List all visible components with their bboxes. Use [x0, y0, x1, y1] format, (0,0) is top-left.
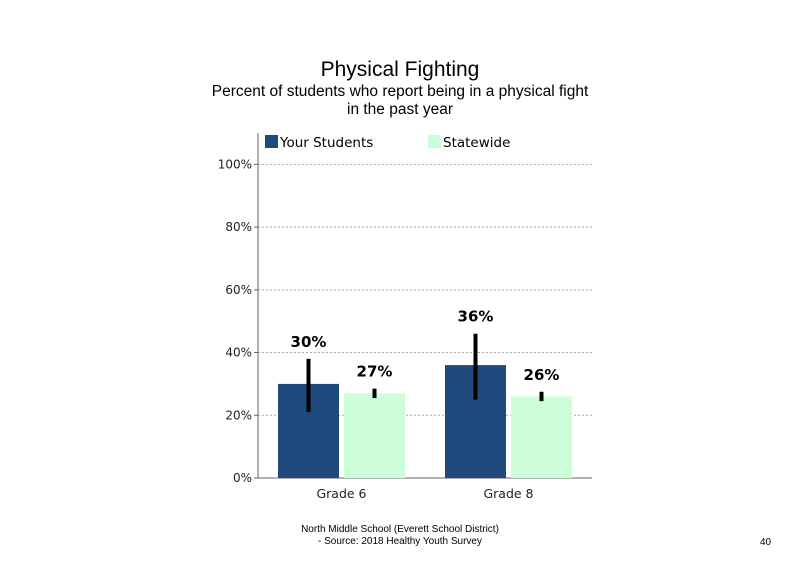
- footer-school: North Middle School (Everett School Dist…: [301, 524, 499, 535]
- data-label: 26%: [524, 366, 560, 384]
- y-tick-label: 40%: [225, 346, 252, 360]
- chart-subtitle: Percent of students who report being in …: [190, 83, 610, 119]
- page-number: 40: [760, 537, 772, 548]
- x-category-label: Grade 6: [316, 486, 366, 501]
- y-tick-label: 0%: [233, 471, 252, 485]
- legend-label: Your Students: [279, 135, 373, 151]
- bar: [511, 396, 572, 478]
- chart-title: Physical Fighting: [320, 58, 480, 81]
- y-tick-label: 20%: [225, 408, 252, 422]
- footer-source: North Middle School (Everett School Dist…: [0, 524, 800, 548]
- legend-swatch: [428, 135, 441, 148]
- legend-label: Statewide: [443, 135, 510, 151]
- subtitle-line-1: Percent of students who report being in …: [211, 83, 589, 100]
- y-tick-label: 80%: [225, 220, 252, 234]
- data-label: 30%: [291, 333, 327, 351]
- x-category-label: Grade 8: [483, 486, 533, 501]
- y-tick-label: 60%: [225, 283, 252, 297]
- bar: [344, 393, 405, 478]
- legend-swatch: [265, 135, 278, 148]
- footer-source-line: - Source: 2018 Healthy Youth Survey: [318, 536, 482, 547]
- data-label: 36%: [458, 308, 494, 326]
- subtitle-line-2: in the past year: [347, 101, 453, 118]
- y-tick-label: 100%: [218, 157, 252, 171]
- data-label: 27%: [357, 363, 393, 381]
